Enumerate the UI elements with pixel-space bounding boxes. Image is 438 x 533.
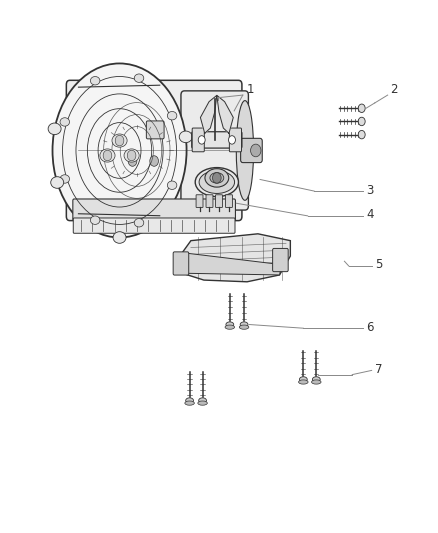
Ellipse shape [124, 149, 139, 162]
Ellipse shape [186, 398, 194, 403]
Ellipse shape [167, 181, 177, 189]
Ellipse shape [226, 322, 234, 327]
Polygon shape [201, 95, 217, 133]
Circle shape [103, 150, 112, 161]
Circle shape [358, 104, 365, 112]
Ellipse shape [205, 168, 229, 187]
Ellipse shape [185, 401, 194, 405]
Ellipse shape [225, 325, 235, 329]
Ellipse shape [299, 380, 308, 384]
FancyBboxPatch shape [181, 91, 248, 210]
Ellipse shape [60, 175, 70, 183]
Circle shape [358, 131, 365, 139]
FancyBboxPatch shape [226, 195, 233, 207]
FancyBboxPatch shape [66, 80, 242, 221]
Ellipse shape [195, 167, 238, 197]
Polygon shape [182, 234, 290, 282]
Ellipse shape [199, 398, 206, 403]
FancyBboxPatch shape [173, 252, 189, 275]
FancyBboxPatch shape [73, 218, 235, 233]
Ellipse shape [112, 134, 127, 147]
Ellipse shape [113, 232, 126, 243]
Ellipse shape [134, 219, 144, 227]
Ellipse shape [90, 216, 100, 224]
FancyBboxPatch shape [230, 128, 241, 152]
Ellipse shape [239, 325, 249, 329]
Circle shape [251, 144, 261, 157]
FancyBboxPatch shape [206, 195, 213, 207]
Ellipse shape [167, 111, 177, 120]
Ellipse shape [198, 401, 207, 405]
Ellipse shape [48, 123, 61, 135]
FancyBboxPatch shape [240, 139, 262, 163]
Ellipse shape [60, 118, 70, 126]
FancyBboxPatch shape [192, 132, 242, 148]
Circle shape [358, 117, 365, 126]
Circle shape [198, 136, 205, 144]
Circle shape [150, 156, 159, 166]
Ellipse shape [134, 74, 144, 83]
Ellipse shape [51, 177, 64, 188]
FancyBboxPatch shape [73, 199, 236, 221]
Text: 1: 1 [247, 83, 254, 96]
Text: 4: 4 [366, 208, 374, 221]
Text: 2: 2 [390, 83, 397, 96]
FancyBboxPatch shape [146, 121, 164, 139]
Ellipse shape [90, 77, 100, 85]
Circle shape [128, 156, 137, 166]
FancyBboxPatch shape [196, 195, 203, 207]
Polygon shape [182, 253, 282, 275]
Text: 7: 7 [374, 363, 382, 376]
Circle shape [212, 173, 221, 183]
Ellipse shape [199, 171, 235, 193]
FancyBboxPatch shape [215, 195, 223, 207]
Ellipse shape [100, 149, 115, 162]
Ellipse shape [311, 380, 321, 384]
Circle shape [229, 136, 236, 144]
Ellipse shape [53, 63, 187, 238]
FancyBboxPatch shape [272, 248, 288, 272]
Ellipse shape [300, 377, 307, 382]
Text: 5: 5 [374, 259, 382, 271]
Text: 6: 6 [366, 321, 374, 334]
Polygon shape [217, 95, 233, 133]
FancyBboxPatch shape [192, 128, 204, 152]
Ellipse shape [236, 101, 254, 200]
Circle shape [115, 135, 124, 146]
Ellipse shape [210, 173, 224, 183]
Ellipse shape [240, 322, 248, 327]
Text: 3: 3 [366, 183, 374, 197]
Circle shape [127, 150, 136, 161]
Ellipse shape [312, 377, 320, 382]
Ellipse shape [179, 131, 192, 143]
